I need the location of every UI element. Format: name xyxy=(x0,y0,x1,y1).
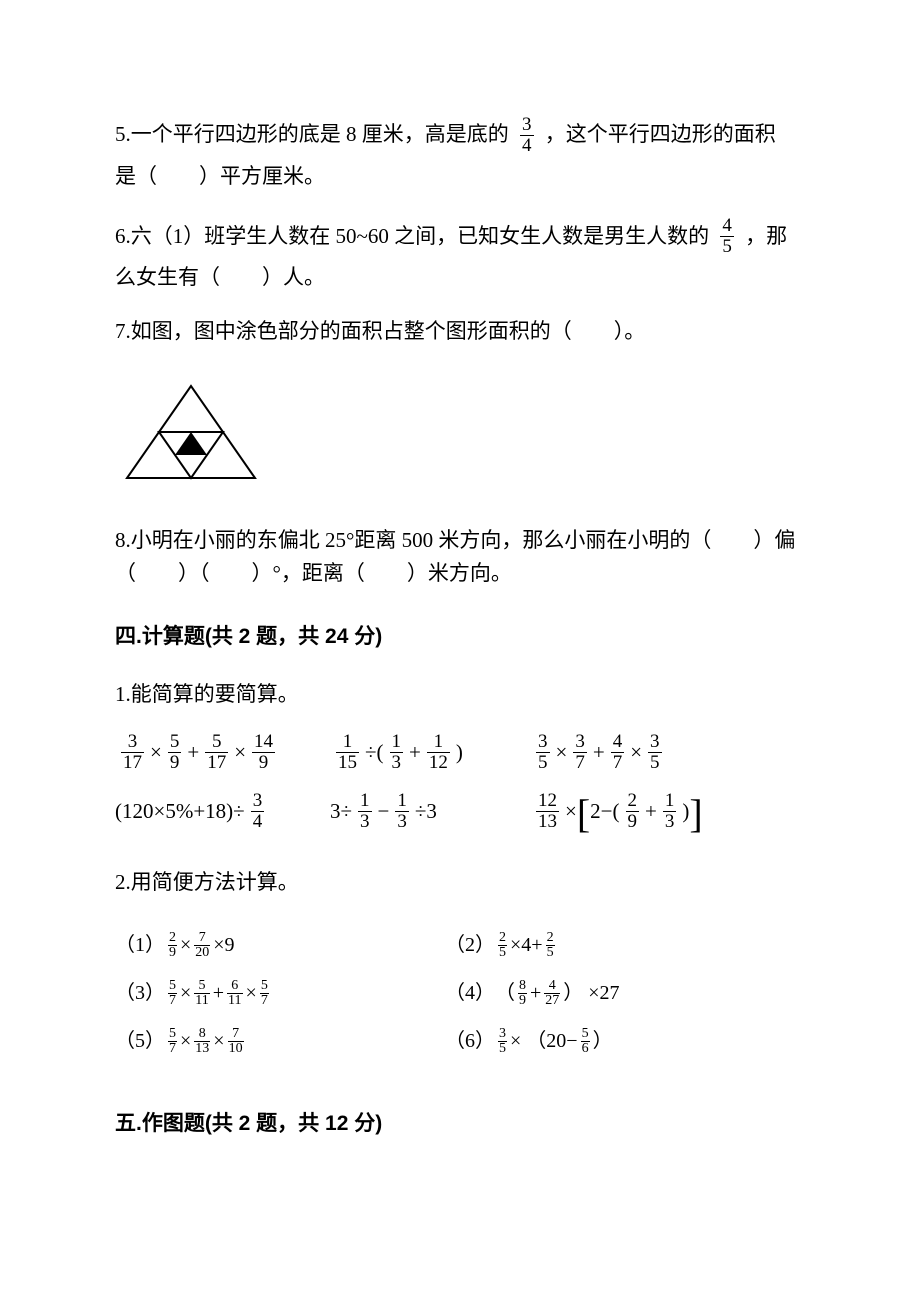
q2-row-2: （3）57 × 511 + 611 × 57 （4）（ 89 + 427 ） ×… xyxy=(115,974,810,1012)
q6-text-b: ，那 xyxy=(745,224,787,248)
q5-text-b: ，这个平行四边形的面积 xyxy=(545,122,776,146)
eq-r2c1: (120×5%+18)÷34 xyxy=(115,792,330,833)
q2-r2r: （4）（ 89 + 427 ） ×27 xyxy=(445,974,620,1012)
eq-row-2: (120×5%+18)÷34 3÷13−13÷3 1213×[2−(29+13)… xyxy=(115,792,810,833)
section-5-heading: 五.作图题(共 2 题，共 12 分) xyxy=(115,1104,810,1144)
q2-row-1: （1）29 × 720 ×9 （2）25 ×4+ 25 xyxy=(115,926,810,964)
triangle-figure xyxy=(121,382,810,496)
q5-line2: 是（ ）平方厘米。 xyxy=(115,157,810,197)
q6-text-a: 6.六（1）班学生人数在 50~60 之间，已知女生人数是男生人数的 xyxy=(115,224,709,248)
question-5: 5.一个平行四边形的底是 8 厘米，高是底的 3 4 ，这个平行四边形的面积 是… xyxy=(115,115,810,197)
q6-line1: 6.六（1）班学生人数在 50~60 之间，已知女生人数是男生人数的 4 5 ，… xyxy=(115,217,810,259)
triangle-svg xyxy=(121,382,261,482)
q7-text: 7.如图，图中涂色部分的面积占整个图形面积的（ ）。 xyxy=(115,319,645,343)
eq-r2c2: 3÷13−13÷3 xyxy=(330,792,530,833)
eq-r1c2: 115÷(13+112) xyxy=(330,733,530,774)
eq-r2c3: 1213×[2−(29+13)] xyxy=(530,792,703,833)
section-4-heading: 四.计算题(共 2 题，共 24 分) xyxy=(115,617,810,657)
q2-r1l: （1）29 × 720 ×9 xyxy=(115,926,445,964)
q2-r3l: （5）57 × 813 × 710 xyxy=(115,1022,445,1060)
q5-line1: 5.一个平行四边形的底是 8 厘米，高是底的 3 4 ，这个平行四边形的面积 xyxy=(115,115,810,157)
question-7: 7.如图，图中涂色部分的面积占整个图形面积的（ ）。 xyxy=(115,312,810,352)
inner-filled-triangle xyxy=(175,432,207,455)
q6-fraction: 4 5 xyxy=(720,216,734,257)
question-8: 8.小明在小丽的东偏北 25°距离 500 米方向，那么小丽在小明的（ ）偏 （… xyxy=(115,524,810,591)
eq-r1c3: 35×37+47×35 xyxy=(530,733,668,774)
q5-fraction: 3 4 xyxy=(520,115,534,156)
eq-row-1: 317×59+517×149 115÷(13+112) 35×37+47×35 xyxy=(115,733,810,774)
q2-r1r: （2）25 ×4+ 25 xyxy=(445,926,558,964)
q2-r2l: （3）57 × 511 + 611 × 57 xyxy=(115,974,445,1012)
question-6: 6.六（1）班学生人数在 50~60 之间，已知女生人数是男生人数的 4 5 ，… xyxy=(115,217,810,299)
section4-q1-equations: 317×59+517×149 115÷(13+112) 35×37+47×35 … xyxy=(115,733,810,833)
section4-q2-equations: （1）29 × 720 ×9 （2）25 ×4+ 25 （3）57 × 511 … xyxy=(115,926,810,1060)
section4-q2-label: 2.用简便方法计算。 xyxy=(115,863,810,903)
q8-line2: （ ）（ ）°，距离（ ）米方向。 xyxy=(115,557,810,591)
q5-text-a: 5.一个平行四边形的底是 8 厘米，高是底的 xyxy=(115,122,509,146)
section4-q1-label: 1.能简算的要简算。 xyxy=(115,675,810,715)
q6-line2: 么女生有（ ）人。 xyxy=(115,258,810,298)
q2-row-3: （5）57 × 813 × 710 （6）35 × （20− 56 ） xyxy=(115,1022,810,1060)
q8-line1: 8.小明在小丽的东偏北 25°距离 500 米方向，那么小丽在小明的（ ）偏 xyxy=(115,524,810,558)
eq-r1c1: 317×59+517×149 xyxy=(115,733,330,774)
q2-r3r: （6）35 × （20− 56 ） xyxy=(445,1022,613,1060)
